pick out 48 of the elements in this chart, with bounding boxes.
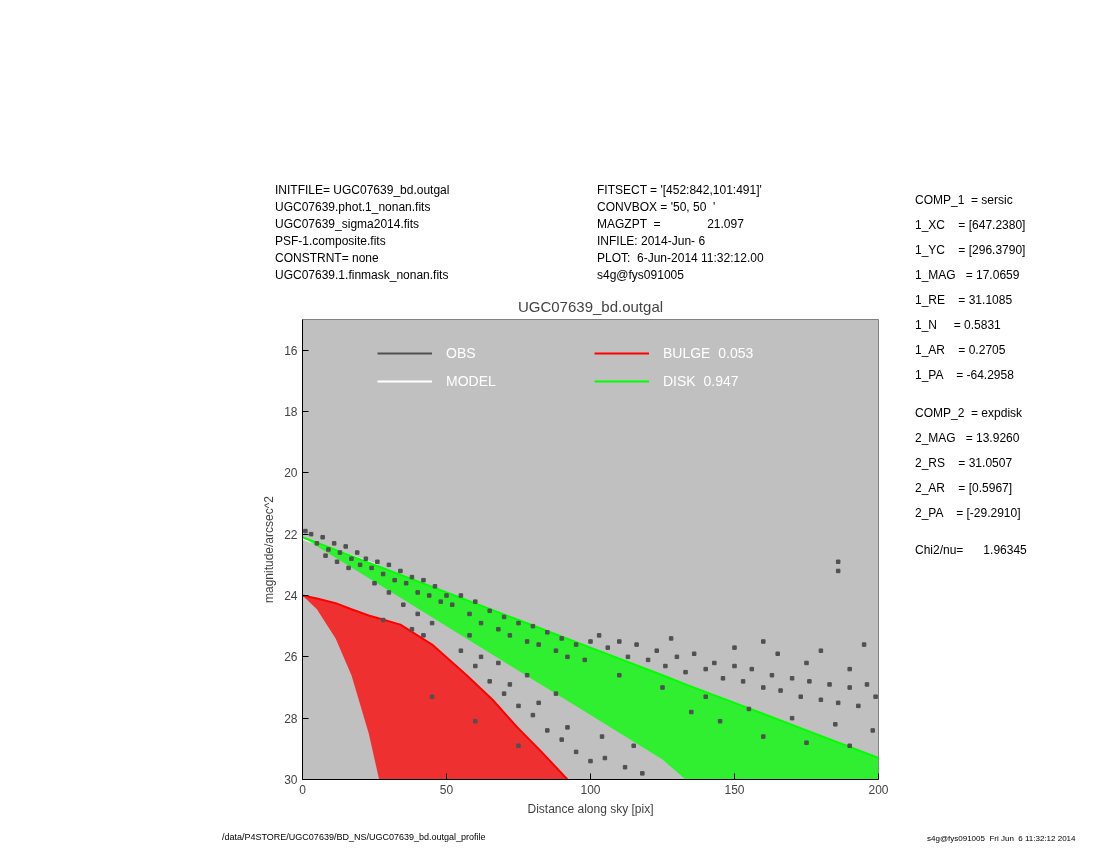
y-tick-label: 26 xyxy=(284,650,298,665)
text: 1_XC = [647.2380] xyxy=(915,217,1027,234)
x-tick-label: 200 xyxy=(868,782,889,797)
x-tick-label: 50 xyxy=(439,782,454,797)
y-tick-label: 20 xyxy=(284,466,298,481)
text: UGC07639.phot.1_nonan.fits xyxy=(275,199,432,216)
text: CONSTRNT= none xyxy=(275,250,380,267)
text: s4g@fys091005 Fri Jun 6 11:32:12 2014 xyxy=(927,833,1076,845)
text: COMP_2 = expdisk xyxy=(915,405,1024,422)
text: COMP_1 = sersic xyxy=(915,192,1014,209)
y-tick-label: 28 xyxy=(284,711,298,726)
text: 1_RE = 31.1085 xyxy=(915,292,1014,309)
y-axis-title: magnitude/arcsec^2 xyxy=(262,495,277,604)
text: 1_YC = [296.3790] xyxy=(915,242,1027,259)
y-tick-label: 22 xyxy=(284,527,298,542)
text: 2_PA = [-29.2910] xyxy=(915,505,1022,522)
text: PLOT: 6-Jun-2014 11:32:12.00 xyxy=(597,250,764,267)
legend-label: OBS xyxy=(446,345,477,361)
text: 2_RS = 31.0507 xyxy=(915,455,1014,472)
text: PSF-1.composite.fits xyxy=(275,233,387,250)
text: /data/P4STORE/UGC07639/BD_NS/UGC07639_bd.outgal_profile xyxy=(222,831,486,843)
legend-label: MODEL xyxy=(446,373,497,389)
legend-label: DISK 0.947 xyxy=(663,373,740,389)
text: INITFILE= UGC07639_bd.outgal xyxy=(275,182,450,199)
text: MAGZPT = 21.097 xyxy=(597,216,745,233)
x-tick-label: 0 xyxy=(299,782,307,797)
chart-title: UGC07639_bd.outgal xyxy=(517,297,664,315)
text: Chi2/nu= 1.96345 xyxy=(915,542,1027,559)
text: 1_PA = -64.2958 xyxy=(915,367,1015,384)
text: 1_AR = 0.2705 xyxy=(915,342,1007,359)
y-tick-label: 24 xyxy=(284,589,298,603)
text: INFILE: 2014-Jun- 6 xyxy=(597,233,707,250)
text: 2_AR = [0.5967] xyxy=(915,480,1014,497)
y-tick-label: 18 xyxy=(284,405,298,419)
text: UGC07639_sigma2014.fits xyxy=(275,216,421,233)
x-tick-label: 150 xyxy=(724,782,745,797)
legend-label: BULGE 0.053 xyxy=(663,345,755,361)
text: UGC07639.1.finmask_nonan.fits xyxy=(275,267,450,284)
text: 1_MAG = 17.0659 xyxy=(915,267,1021,284)
y-tick-label: 30 xyxy=(284,773,298,787)
text: 1_N = 0.5831 xyxy=(915,317,1002,334)
x-axis-title: Distance along sky [pix] xyxy=(527,801,654,816)
text: FITSECT = '[452:842,101:491]' xyxy=(597,182,763,199)
x-tick-label: 100 xyxy=(580,782,601,797)
text: 2_MAG = 13.9260 xyxy=(915,430,1021,447)
text: s4g@fys091005 xyxy=(597,267,685,284)
y-tick-label: 16 xyxy=(284,343,298,358)
text: CONVBOX = '50, 50 ' xyxy=(597,199,717,216)
